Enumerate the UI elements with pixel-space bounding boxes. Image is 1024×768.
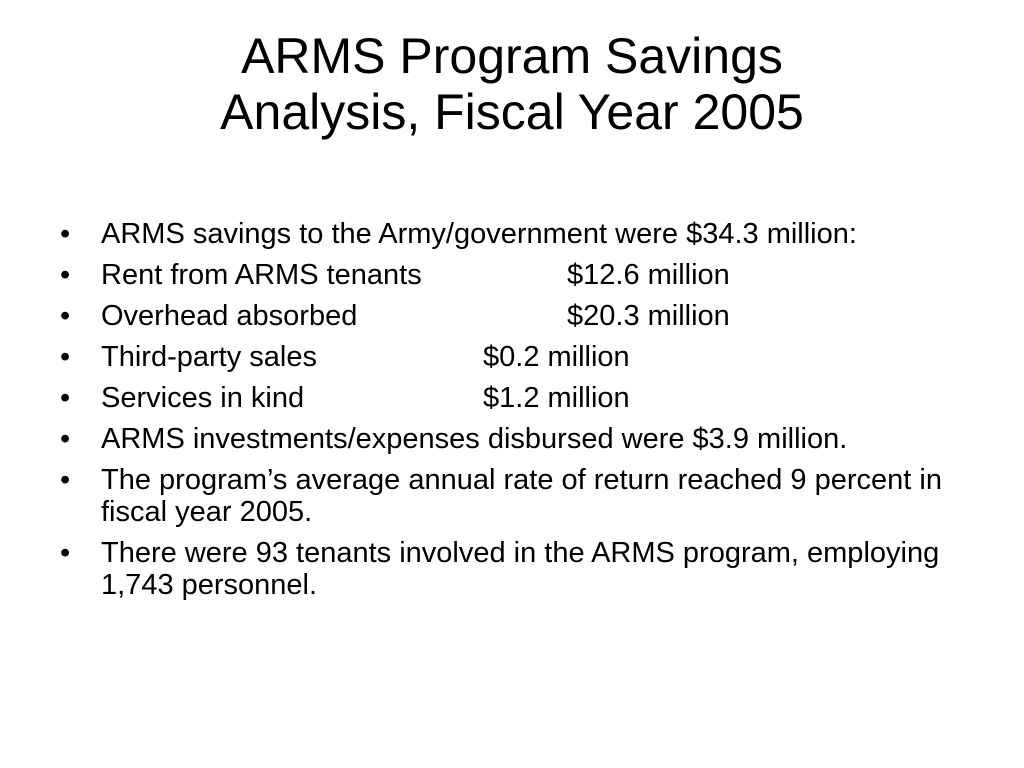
- bullet-icon: •: [60, 259, 71, 291]
- bullet-icon: •: [60, 464, 71, 496]
- bullet-label: Third-party sales: [101, 341, 317, 373]
- bullet-item: • Third-party sales $0.2 million: [60, 341, 960, 373]
- bullet-icon: •: [60, 382, 71, 414]
- bullet-value: $1.2 million: [483, 382, 630, 414]
- bullet-item: • Overhead absorbed $20.3 million: [60, 300, 960, 332]
- bullet-item: • ARMS savings to the Army/government we…: [60, 218, 960, 250]
- bullet-value: $0.2 million: [483, 341, 630, 373]
- bullet-label: Rent from ARMS tenants: [101, 259, 422, 291]
- bullet-text: There were 93 tenants involved in the AR…: [101, 537, 940, 601]
- bullet-icon: •: [60, 537, 71, 569]
- bullet-item: • The program’s average annual rate of r…: [60, 464, 960, 528]
- bullet-label: Services in kind: [101, 382, 305, 414]
- title-line-2: Analysis, Fiscal Year 2005: [220, 84, 804, 140]
- bullet-value: $12.6 million: [567, 259, 730, 291]
- bullet-value: $20.3 million: [567, 300, 730, 332]
- bullet-item: • There were 93 tenants involved in the …: [60, 537, 960, 601]
- bullet-icon: •: [60, 341, 71, 373]
- bullet-text: The program’s average annual rate of ret…: [101, 464, 942, 528]
- bullet-icon: •: [60, 300, 71, 332]
- bullet-text: ARMS savings to the Army/government were…: [101, 218, 857, 250]
- bullet-item: • Rent from ARMS tenants $12.6 million: [60, 259, 960, 291]
- bullet-icon: •: [60, 218, 71, 250]
- title-line-1: ARMS Program Savings: [241, 28, 783, 84]
- bullet-icon: •: [60, 423, 71, 455]
- bullet-label: Overhead absorbed: [101, 300, 358, 332]
- slide-title: ARMS Program Savings Analysis, Fiscal Ye…: [0, 28, 1024, 140]
- bullet-item: • Services in kind $1.2 million: [60, 382, 960, 414]
- bullet-text: ARMS investments/expenses disbursed were…: [101, 423, 848, 455]
- bullet-item: • ARMS investments/expenses disbursed we…: [60, 423, 960, 455]
- bullet-list: • ARMS savings to the Army/government we…: [60, 218, 960, 610]
